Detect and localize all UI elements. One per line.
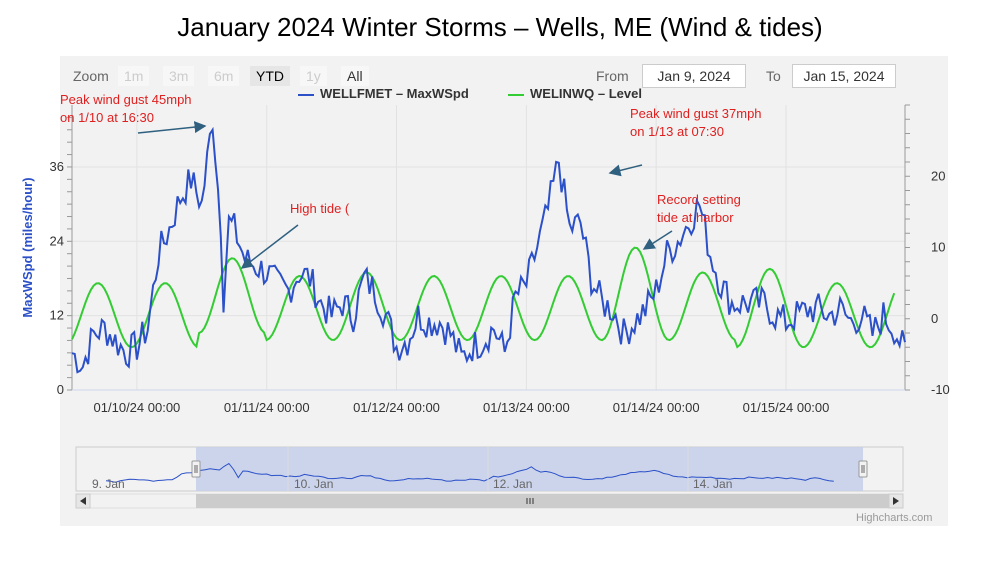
legend-item-tide[interactable]: WELINWQ – Level [508,86,642,101]
x-tick-label: 01/11/24 00:00 [224,400,310,415]
annotation-high-tide: High tide ( [290,201,350,216]
navigator-series-line [105,462,834,483]
zoom-all-button[interactable]: All [341,66,369,86]
annotation-arrows [137,121,673,269]
x-tick-label: 01/12/24 00:00 [353,400,440,415]
annotation-peak-gust-jan10: Peak wind gust 45mph on 1/10 at 16:30 [60,92,192,125]
y-left-axis-title: MaxWSpd (miles/hour) [20,177,35,317]
y-left-tick-label: 36 [50,159,64,174]
to-date-input[interactable] [792,64,896,88]
annotation-record-tide: Record setting tide at harbor [657,192,741,225]
zoom-6m-button[interactable]: 6m [208,66,240,86]
annotation-arrow [608,164,643,177]
navigator-date-label: 12. Jan [493,477,532,491]
navigator-selected-range [196,447,863,491]
x-tick-label: 01/15/24 00:00 [743,400,830,415]
y-left-tick-label: 0 [57,382,64,397]
annotation-arrow [137,121,207,134]
navigator-date-label: 10. Jan [294,477,333,491]
y-right-tick-label: 0 [931,311,938,326]
annotation-arrow [240,224,299,269]
series-line-wind [71,126,906,374]
scrollbar-thumb[interactable] [196,494,891,508]
series-line-tide [71,246,896,349]
navigator-date-label: 14. Jan [693,477,732,491]
x-tick-label: 01/14/24 00:00 [613,400,700,415]
navigator: 9. Jan 10. Jan 12. Jan 14. Jan [75,446,904,509]
x-tick-label: 01/13/24 00:00 [483,400,570,415]
legend-swatch-tide [508,93,524,96]
annotation-arrow [642,230,673,250]
navigator-date-label: 9. Jan [92,477,125,491]
chevron-left-icon [80,497,86,505]
legend-label-wind: WELLFMET – MaxWSpd [320,86,469,101]
zoom-3m-button[interactable]: 3m [163,66,195,86]
y-left-tick-label: 24 [50,233,64,248]
page-title: January 2024 Winter Storms – Wells, ME (… [177,12,823,42]
zoom-ytd-button[interactable]: YTD [250,66,290,86]
y-right-tick-label: 20 [931,168,945,183]
y-left-tick-label: 12 [50,308,64,323]
from-date-input[interactable] [642,64,746,88]
plot-axes: 01/10/24 00:00 01/11/24 00:00 01/12/24 00:… [20,104,950,415]
legend-item-wind[interactable]: WELLFMET – MaxWSpd [298,86,469,101]
annotation-peak-gust-jan13: Peak wind gust 37mph on 1/13 at 07:30 [630,106,762,139]
to-label: To [766,68,781,84]
from-label: From [596,68,629,84]
legend-label-tide: WELINWQ – Level [530,86,642,101]
credits-link[interactable]: Highcharts.com [856,512,933,524]
zoom-1m-button[interactable]: 1m [118,66,150,86]
chevron-right-icon [893,497,899,505]
zoom-label: Zoom [73,68,109,84]
legend-swatch-wind [298,93,314,96]
annotations: Peak wind gust 45mph on 1/10 at 16:30 High… [60,92,762,225]
y-right-tick-label: 10 [931,240,945,255]
x-tick-label: 01/10/24 00:00 [94,400,181,415]
navigator-left-handle[interactable] [191,460,201,478]
navigator-right-handle[interactable] [858,460,868,478]
y-right-tick-label: -10 [931,382,950,397]
zoom-1y-button[interactable]: 1y [300,66,327,86]
